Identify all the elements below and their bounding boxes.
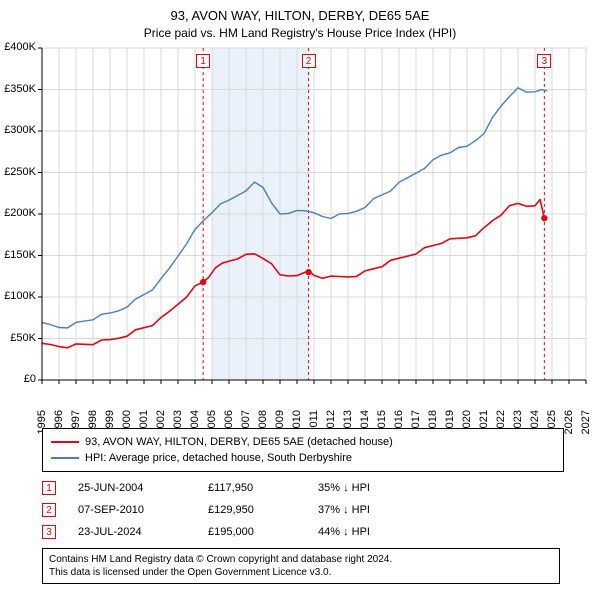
y-tick-label: £150K [0, 249, 36, 261]
sale-date: 23-JUL-2024 [78, 526, 208, 538]
x-tick-label: 2026 [563, 410, 575, 450]
sale-delta: 44% ↓ HPI [318, 526, 438, 538]
sale-row: 3 23-JUL-2024£195,00044% ↓ HPI [42, 524, 438, 540]
y-tick-label: £200K [0, 207, 36, 219]
y-tick-label: £350K [0, 83, 36, 95]
legend-item-blue: HPI: Average price, detached house, Sout… [51, 450, 555, 466]
sale-price: £117,950 [208, 482, 318, 494]
legend-box: 93, AVON WAY, HILTON, DERBY, DE65 5AE (d… [42, 428, 564, 472]
sale-marker-chart: 2 [302, 54, 316, 68]
y-tick-label: £100K [0, 290, 36, 302]
y-tick-label: £400K [0, 41, 36, 53]
legend-item-red: 93, AVON WAY, HILTON, DERBY, DE65 5AE (d… [51, 434, 555, 450]
sale-price: £195,000 [208, 526, 318, 538]
license-box: Contains HM Land Registry data © Crown c… [42, 548, 560, 584]
license-line-1: Contains HM Land Registry data © Crown c… [49, 553, 553, 566]
sale-marker-chart: 3 [537, 54, 551, 68]
sale-row: 1 25-JUN-2004£117,95035% ↓ HPI [42, 480, 438, 496]
sale-marker-table: 3 [42, 525, 56, 539]
sale-price: £129,950 [208, 504, 318, 516]
sale-delta: 35% ↓ HPI [318, 482, 438, 494]
sale-row: 2 07-SEP-2010£129,95037% ↓ HPI [42, 502, 438, 518]
x-tick-label: 2027 [580, 410, 592, 450]
license-line-2: This data is licensed under the Open Gov… [49, 566, 553, 579]
y-tick-label: £300K [0, 124, 36, 136]
sale-delta: 37% ↓ HPI [318, 504, 438, 516]
y-tick-label: £250K [0, 166, 36, 178]
y-tick-label: £0 [0, 373, 36, 385]
sale-date: 07-SEP-2010 [78, 504, 208, 516]
sale-date: 25-JUN-2004 [78, 482, 208, 494]
sale-marker-table: 2 [42, 503, 56, 517]
sale-marker-chart: 1 [196, 54, 210, 68]
y-tick-label: £50K [0, 332, 36, 344]
legend-item-red-label: 93, AVON WAY, HILTON, DERBY, DE65 5AE (d… [85, 434, 393, 450]
sale-marker-table: 1 [42, 481, 56, 495]
legend-item-blue-label: HPI: Average price, detached house, Sout… [85, 450, 352, 466]
